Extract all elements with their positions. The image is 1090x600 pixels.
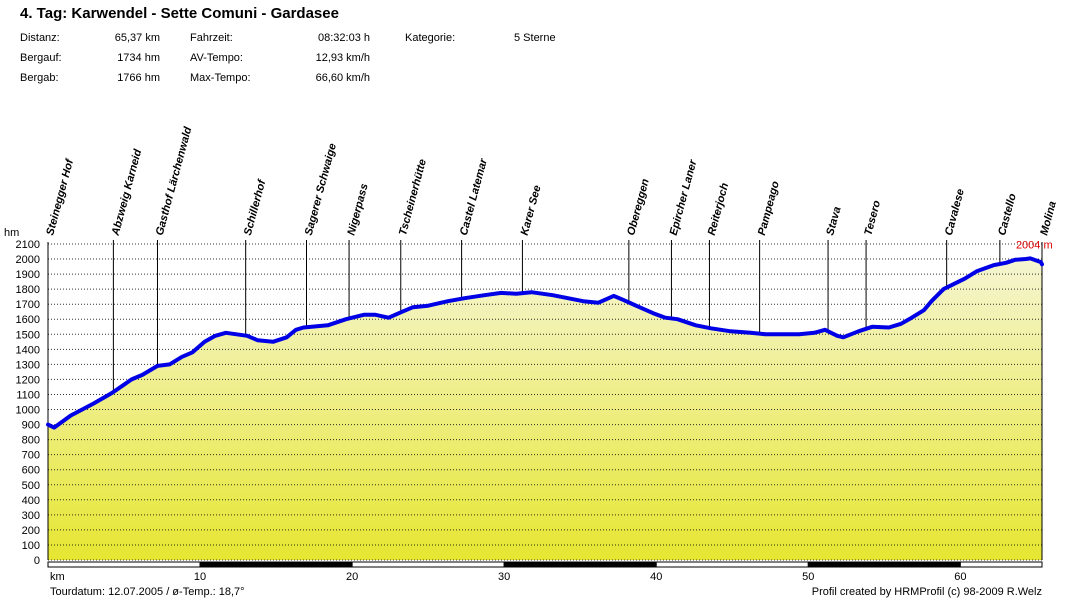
elevation-area bbox=[48, 258, 1042, 560]
stat-value-distanz: 65,37 km bbox=[114, 32, 160, 44]
waypoint-label: Reiterjoch bbox=[706, 181, 732, 236]
y-tick-label: 1000 bbox=[16, 405, 40, 417]
waypoint-label: Steinegger Hof bbox=[44, 157, 76, 237]
x-axis-label: km bbox=[50, 571, 65, 583]
y-tick-label: 200 bbox=[22, 525, 40, 537]
stat-value-bergauf: 1734 hm bbox=[117, 52, 160, 64]
x-tick-label: 50 bbox=[802, 571, 814, 583]
x-tick-label: 30 bbox=[498, 571, 510, 583]
x-axis-band-segment bbox=[655, 561, 809, 568]
waypoint-label: Stava bbox=[824, 205, 843, 236]
x-tick-label: 20 bbox=[346, 571, 358, 583]
y-tick-label: 0 bbox=[34, 555, 40, 567]
stat-value-av-tempo: 12,93 km/h bbox=[315, 52, 370, 64]
y-tick-label: 600 bbox=[22, 465, 40, 477]
waypoint-label: Pampeago bbox=[756, 180, 782, 237]
stat-value-bergab: 1766 hm bbox=[117, 72, 160, 84]
stat-label-distanz: Distanz: bbox=[20, 32, 60, 44]
waypoint-label: Gasthof Lärchenwald bbox=[154, 125, 195, 236]
stat-label-av-tempo: AV-Tempo: bbox=[190, 52, 243, 64]
y-tick-label: 100 bbox=[22, 540, 40, 552]
stat-label-fahrzeit: Fahrzeit: bbox=[190, 32, 233, 44]
waypoint-label: Epircher Laner bbox=[668, 158, 700, 237]
y-tick-label: 400 bbox=[22, 495, 40, 507]
stat-value-max-tempo: 66,60 km/h bbox=[315, 72, 370, 84]
y-tick-label: 800 bbox=[22, 435, 40, 447]
max-elevation-label: 2004 m bbox=[1016, 239, 1053, 251]
stat-value-fahrzeit: 08:32:03 h bbox=[318, 32, 370, 44]
y-tick-label: 300 bbox=[22, 510, 40, 522]
waypoint-label: Sagerer Schwaige bbox=[303, 142, 339, 237]
footer-credit: Profil created by HRMProfil (c) 98-2009 … bbox=[811, 586, 1042, 598]
waypoint-label: Castello bbox=[996, 192, 1019, 237]
waypoint-label: Tscheinerhütte bbox=[397, 158, 429, 237]
y-tick-label: 1400 bbox=[16, 344, 40, 356]
footer-tour-info: Tourdatum: 12.07.2005 / ø-Temp.: 18,7° bbox=[50, 586, 245, 598]
stat-label-bergauf: Bergauf: bbox=[20, 52, 62, 64]
waypoint-label: Nigerpass bbox=[345, 182, 370, 236]
x-axis-band-segment bbox=[47, 561, 201, 568]
y-tick-label: 1900 bbox=[16, 269, 40, 281]
x-axis-band-segment bbox=[959, 561, 1043, 568]
x-tick-label: 60 bbox=[954, 571, 966, 583]
x-axis-band-segment bbox=[807, 561, 961, 568]
elevation-line bbox=[46, 256, 1044, 430]
y-tick-label: 2100 bbox=[16, 239, 40, 251]
y-tick-label: 1700 bbox=[16, 299, 40, 311]
y-tick-label: 1100 bbox=[16, 389, 40, 401]
waypoint-label: Abzweig Karneid bbox=[109, 148, 144, 238]
x-axis-band-segment bbox=[351, 561, 505, 568]
y-tick-label: 1200 bbox=[16, 374, 40, 386]
x-axis-band-segment bbox=[199, 561, 353, 568]
waypoint-label: Schillerhof bbox=[242, 177, 269, 236]
x-tick-label: 10 bbox=[194, 571, 206, 583]
waypoint-label: Molina bbox=[1038, 200, 1059, 237]
stat-label-bergab: Bergab: bbox=[20, 72, 59, 84]
y-tick-label: 900 bbox=[22, 420, 40, 432]
stat-label-max-tempo: Max-Tempo: bbox=[190, 72, 251, 84]
y-tick-label: 700 bbox=[22, 450, 40, 462]
y-axis-label: hm bbox=[4, 227, 19, 239]
stat-value-kategorie: 5 Sterne bbox=[514, 32, 556, 44]
waypoint-label: Cavalese bbox=[943, 188, 967, 237]
y-tick-label: 1600 bbox=[16, 314, 40, 326]
y-tick-label: 1500 bbox=[16, 329, 40, 341]
stat-label-kategorie: Kategorie: bbox=[405, 32, 456, 44]
x-axis-band-segment bbox=[503, 561, 657, 568]
x-tick-label: 40 bbox=[650, 571, 662, 583]
waypoint-label: Tesero bbox=[862, 199, 883, 237]
y-tick-label: 2000 bbox=[16, 254, 40, 266]
y-tick-label: 1800 bbox=[16, 284, 40, 296]
waypoint-label: Castel Latemar bbox=[458, 157, 490, 237]
y-tick-label: 500 bbox=[22, 480, 40, 492]
waypoint-label: Karer See bbox=[519, 184, 544, 237]
y-tick-label: 1300 bbox=[16, 359, 40, 371]
chart-title: 4. Tag: Karwendel - Sette Comuni - Garda… bbox=[20, 5, 339, 22]
waypoint-label: Obereggen bbox=[625, 177, 652, 236]
